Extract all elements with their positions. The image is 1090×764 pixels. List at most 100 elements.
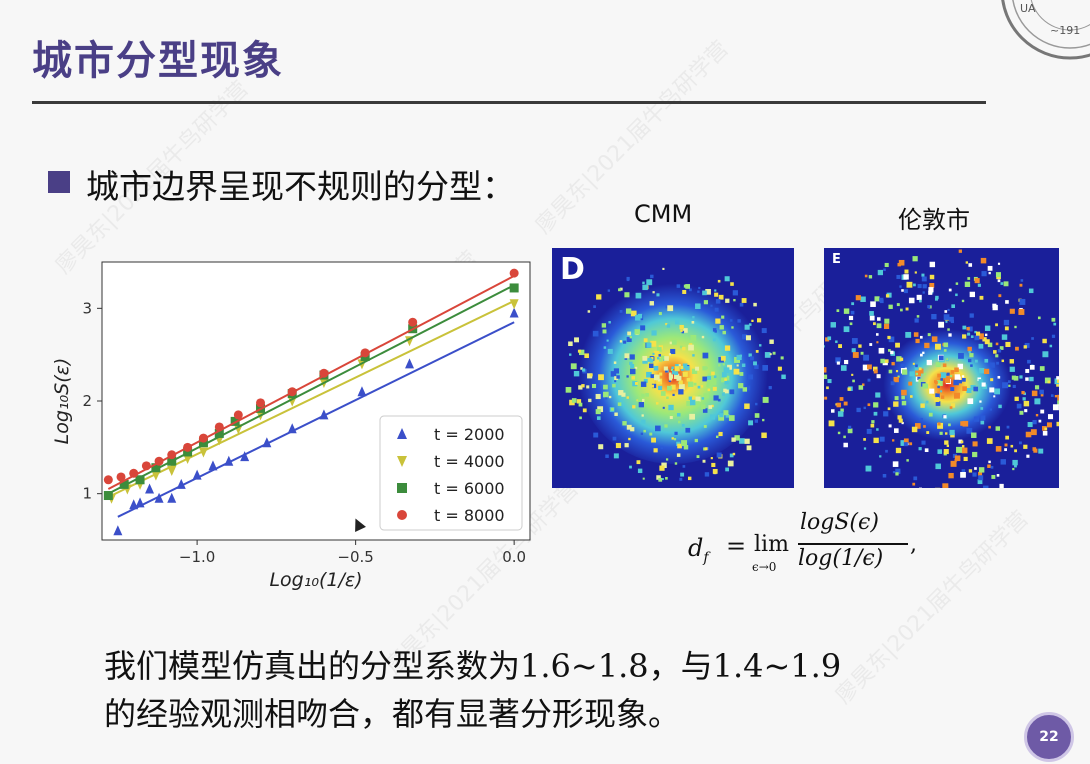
pixel-speck [613,368,620,374]
data-point [509,299,519,310]
pixel-speck [712,338,716,342]
pixel-speck [595,393,601,400]
pixel-speck [581,384,585,388]
pixel-speck [683,328,688,333]
pixel-speck [1028,288,1034,294]
data-point [224,455,234,466]
data-point [119,479,129,489]
pixel-speck [656,293,660,297]
pixel-speck [702,408,708,413]
pixel-speck [580,367,583,370]
pixel-speck [668,372,672,376]
pixel-speck [968,263,973,267]
pixel-speck [703,425,707,428]
pixel-speck [873,402,879,408]
pixel-speck [676,413,681,417]
pixel-speck [950,370,955,374]
pixel-speck [615,442,622,449]
pixel-speck [954,455,961,462]
pixel-speck [713,395,719,401]
pixel-speck [678,380,683,385]
pixel-speck [755,349,759,353]
pixel-speck [1047,380,1051,384]
pixel-speck [922,383,928,389]
formula-lim-sub: ϵ→0 [752,560,777,574]
pixel-speck [1003,319,1010,326]
pixel-speck [678,389,684,395]
pixel-speck [714,292,719,297]
pixel-speck [937,449,943,454]
pixel-speck [909,442,913,446]
pixel-speck [582,368,586,372]
pixel-speck [1023,444,1028,449]
pixel-speck [653,374,660,381]
image-label-cmm: CMM [634,200,693,228]
pixel-speck [973,416,980,422]
pixel-speck [593,432,599,438]
pixel-speck [665,458,669,461]
pixel-speck [943,415,947,419]
pixel-speck [678,420,681,424]
legend-label: t = 4000 [434,452,505,471]
pixel-speck [769,339,774,344]
pixel-speck [895,468,901,474]
pixel-speck [962,325,967,330]
pixel-speck [670,368,674,372]
pixel-speck [1056,377,1059,383]
pixel-speck [971,432,977,438]
pixel-speck [655,425,661,432]
image-label-london: 伦敦市 [898,206,970,234]
pixel-speck [632,405,636,409]
pixel-speck [619,340,623,343]
pixel-speck [656,475,661,480]
pixel-speck [978,343,984,349]
pixel-speck [674,319,680,325]
pixel-speck [951,304,956,309]
pixel-speck [681,330,685,334]
pixel-speck [993,395,996,398]
pixel-speck [950,460,957,467]
pixel-speck [960,421,965,426]
pixel-speck [723,410,729,416]
pixel-speck [652,303,656,307]
fractal-dimension-formula: df = lim ϵ→0 logS(ϵ) log(1/ϵ) , [688,508,928,578]
pixel-speck [943,449,949,455]
pixel-speck [867,378,871,382]
pixel-speck [687,364,690,368]
pixel-speck [691,397,695,401]
pixel-speck [605,454,609,458]
pixel-speck [996,361,999,365]
pixel-speck [637,398,643,403]
pixel-speck [888,349,891,352]
pixel-speck [1022,397,1026,401]
pixel-speck [618,288,621,292]
pixel-speck [772,351,776,355]
pixel-speck [707,388,711,392]
pixel-speck [935,295,939,300]
pixel-speck [718,294,724,300]
pixel-speck [713,375,717,378]
pixel-speck [668,353,672,356]
pixel-speck [921,276,927,282]
pixel-speck [642,284,648,291]
pixel-speck [968,358,972,363]
pixel-speck [619,287,623,291]
pixel-speck [892,461,899,467]
pixel-speck [756,318,762,323]
pixel-speck [892,471,896,474]
pixel-speck [964,281,971,287]
pixel-speck [598,444,604,450]
pixel-speck [641,393,645,398]
pixel-speck [683,284,687,288]
pixel-speck [990,378,994,382]
pixel-speck [1019,283,1023,287]
pixel-speck [681,424,685,427]
pixel-speck [896,274,901,279]
pixel-speck [977,479,983,485]
pixel-speck [614,380,617,383]
pixel-speck [702,352,709,359]
pixel-speck [975,359,978,363]
pixel-speck [949,429,955,436]
conclusion-line-2: 的经验观测相吻合，都有显著分形现象。 [104,695,681,733]
pixel-speck [727,460,734,467]
